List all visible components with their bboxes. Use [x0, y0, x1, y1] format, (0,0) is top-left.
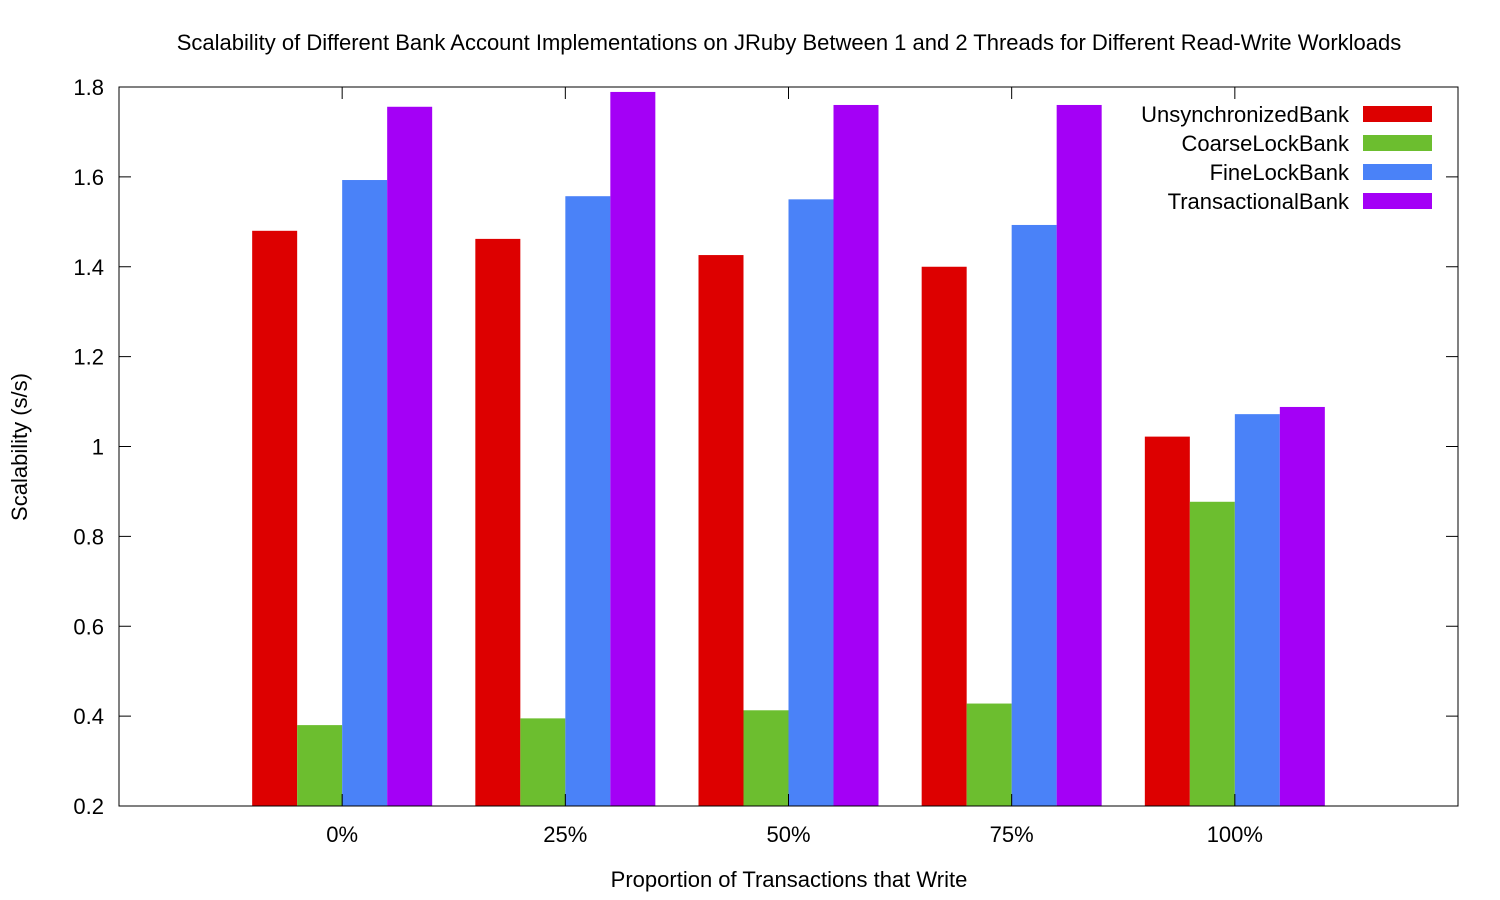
bar-coarselockbank-3	[966, 703, 1012, 806]
plot-area: 0% 25% 50% 75% 100% 0.2 0.4 0.6 0.8 1 1.2 1.4 1.6 1.8	[73, 75, 1459, 847]
bar-transactionalbank-3	[1056, 104, 1102, 807]
y-tick-label: 1.4	[73, 255, 104, 280]
bar-coarselockbank-4	[1189, 501, 1235, 806]
legend-swatch	[1363, 193, 1432, 209]
bar-finelockbank-3	[1011, 224, 1057, 806]
bar-transactionalbank-2	[833, 104, 879, 807]
x-tick-label: 75%	[990, 822, 1034, 847]
x-axis-label: Proportion of Transactions that Write	[611, 867, 968, 892]
x-tick-label: 100%	[1207, 822, 1263, 847]
y-tick-label: 0.2	[73, 794, 104, 819]
y-tick-label: 0.8	[73, 524, 104, 549]
legend-label: FineLockBank	[1210, 160, 1350, 185]
bar-unsynchronizedbank-3	[921, 266, 967, 806]
bar-coarselockbank-1	[520, 718, 566, 806]
legend-swatch	[1363, 164, 1432, 180]
x-tick-label: 50%	[766, 822, 810, 847]
bar-transactionalbank-4	[1279, 406, 1325, 806]
bar-transactionalbank-0	[387, 106, 433, 806]
bar-unsynchronizedbank-4	[1144, 436, 1190, 806]
y-tick-label: 0.4	[73, 704, 104, 729]
y-tick-label: 0.6	[73, 614, 104, 639]
bar-coarselockbank-0	[297, 725, 343, 806]
legend-swatch	[1363, 106, 1432, 122]
y-tick-label: 1.2	[73, 345, 104, 370]
y-tick-label: 1.6	[73, 165, 104, 190]
bar-unsynchronizedbank-2	[698, 255, 744, 806]
bar-finelockbank-4	[1234, 414, 1280, 806]
x-tick-label: 25%	[543, 822, 587, 847]
plot-frame	[118, 86, 1459, 807]
bar-finelockbank-0	[342, 180, 388, 806]
legend-swatch	[1363, 135, 1432, 151]
chart-title: Scalability of Different Bank Account Im…	[177, 30, 1402, 55]
bar-finelockbank-1	[565, 196, 611, 806]
legend-label: CoarseLockBank	[1181, 131, 1350, 156]
y-tick-label: 1	[92, 435, 104, 460]
bar-coarselockbank-2	[743, 710, 789, 806]
bar-transactionalbank-1	[610, 91, 656, 807]
bar-unsynchronizedbank-1	[475, 238, 521, 807]
y-tick-label: 1.8	[73, 75, 104, 100]
x-tick-label: 0%	[326, 822, 358, 847]
legend: UnsynchronizedBank CoarseLockBank FineLock…	[1141, 102, 1432, 214]
legend-label: UnsynchronizedBank	[1141, 102, 1350, 127]
bar-finelockbank-2	[788, 199, 834, 806]
legend-label: TransactionalBank	[1168, 189, 1350, 214]
y-axis-label: Scalability (s/s)	[7, 373, 32, 521]
bar-unsynchronizedbank-0	[252, 230, 298, 807]
